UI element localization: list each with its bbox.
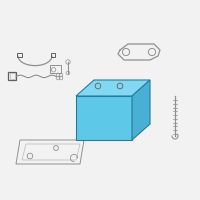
Circle shape (122, 48, 130, 56)
Bar (17, 53, 22, 57)
Circle shape (117, 83, 123, 89)
Polygon shape (132, 80, 150, 140)
Polygon shape (76, 80, 150, 96)
Bar (51, 53, 55, 57)
Circle shape (95, 83, 101, 89)
Bar (8, 72, 16, 80)
Bar (50, 65, 61, 73)
Bar (10, 73, 15, 79)
Circle shape (148, 48, 156, 56)
Bar (76, 96, 132, 140)
